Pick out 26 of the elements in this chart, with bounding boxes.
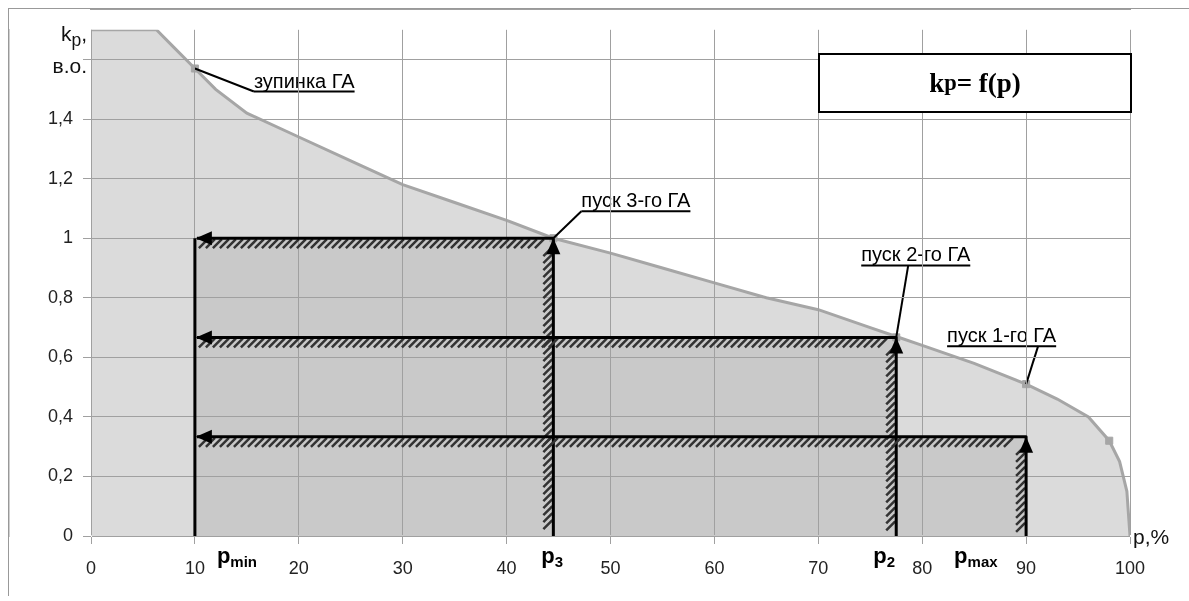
x-tick-label: 100 [1114, 557, 1146, 578]
y-tick-label: 0,8 [47, 286, 73, 307]
x-tick-label: 30 [392, 557, 413, 578]
y-axis-title: k$_{p}$, в.о. [51, 21, 87, 80]
x-tick-label: 40 [496, 557, 517, 578]
point [1105, 436, 1114, 445]
x-tick-label: 80 [912, 557, 933, 578]
x-tick-label: 10 [184, 557, 205, 578]
annotation: пуск 1-го ГА [947, 324, 1057, 347]
annotation: зупинка ГА [253, 69, 356, 92]
y-tick-label: 1,2 [47, 167, 73, 188]
y-tick-label: 0,2 [47, 465, 73, 486]
annotation: пуск 2-го ГА [861, 243, 971, 266]
y-tick-label: 0 [62, 524, 73, 545]
x-tick-label: 70 [808, 557, 829, 578]
x-axis-title: p,% [1133, 525, 1170, 549]
y-tick-label: 0,6 [47, 346, 73, 367]
y-tick-label: 1,4 [47, 108, 73, 129]
x-tick-label: 0 [85, 557, 97, 578]
x-tick-label: 60 [704, 557, 725, 578]
annotation: пуск 3-го ГА [581, 189, 692, 212]
y-tick-label: 1 [62, 227, 73, 248]
x-tick-label: 90 [1016, 557, 1037, 578]
y-tick-label: 0,4 [47, 405, 73, 426]
x-tick-label: 20 [288, 557, 309, 578]
x-tick-label: 50 [600, 557, 621, 578]
